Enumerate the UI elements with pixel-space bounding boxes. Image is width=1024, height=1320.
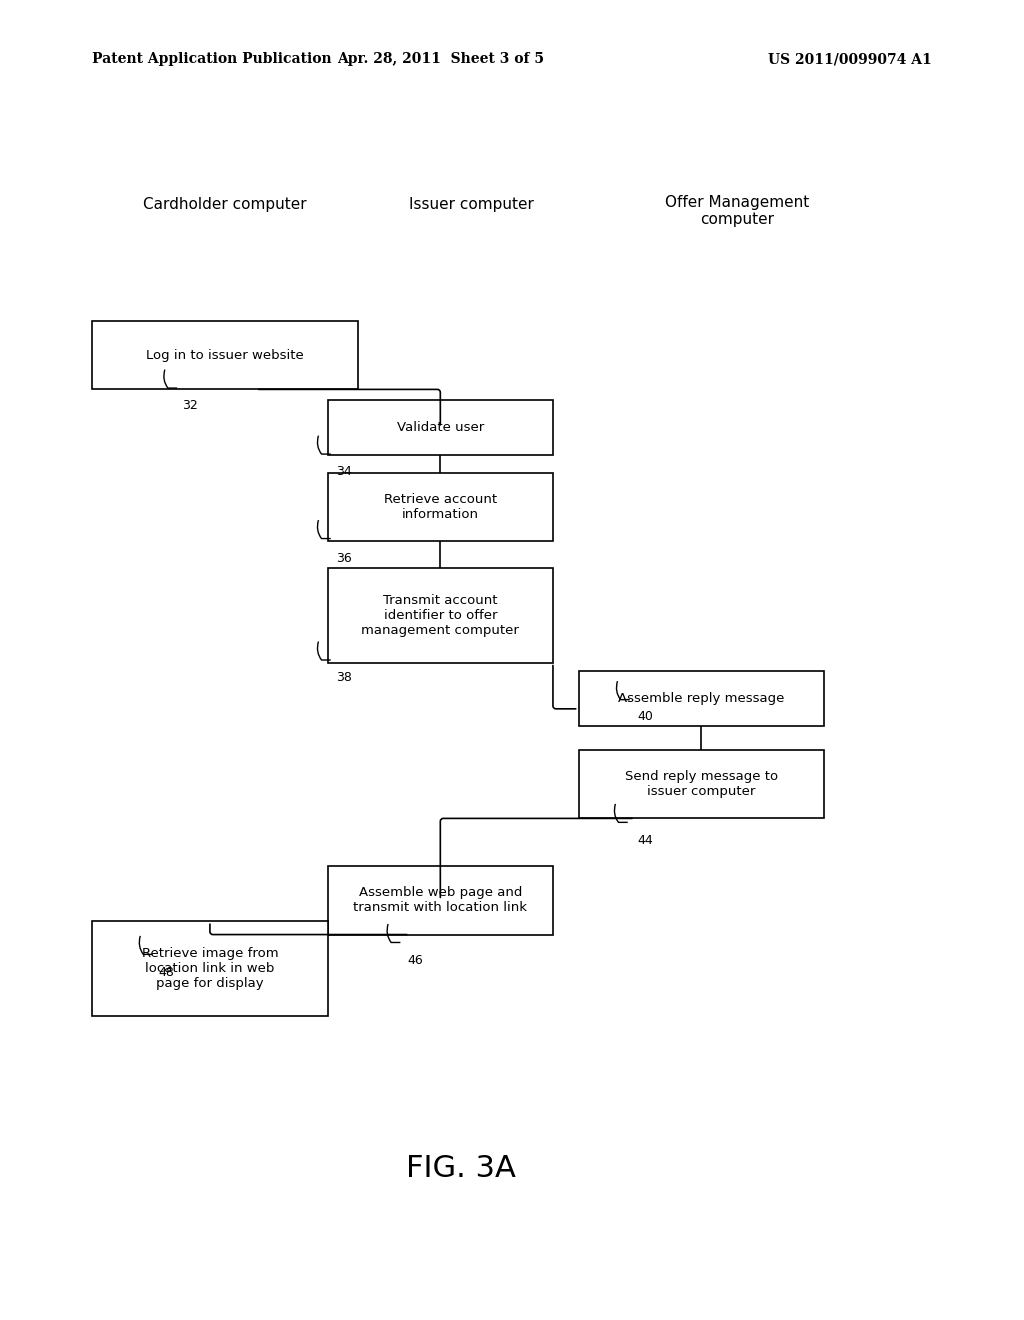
Text: 32: 32 [182,399,198,412]
FancyBboxPatch shape [328,866,553,935]
Text: Patent Application Publication: Patent Application Publication [92,53,332,66]
FancyBboxPatch shape [92,921,328,1016]
Text: Offer Management
computer: Offer Management computer [666,195,809,227]
Text: Apr. 28, 2011  Sheet 3 of 5: Apr. 28, 2011 Sheet 3 of 5 [337,53,544,66]
Text: Send reply message to
issuer computer: Send reply message to issuer computer [625,770,778,799]
Text: Assemble reply message: Assemble reply message [618,692,784,705]
Text: Issuer computer: Issuer computer [409,197,534,213]
Text: Retrieve account
information: Retrieve account information [384,492,497,521]
FancyBboxPatch shape [328,473,553,541]
Text: Transmit account
identifier to offer
management computer: Transmit account identifier to offer man… [361,594,519,636]
Text: 34: 34 [336,465,351,478]
Text: 40: 40 [637,710,653,723]
Text: 48: 48 [159,966,175,979]
Text: Log in to issuer website: Log in to issuer website [146,348,304,362]
Text: 38: 38 [336,671,352,684]
Text: Retrieve image from
location link in web
page for display: Retrieve image from location link in web… [141,948,279,990]
Text: 46: 46 [408,954,423,968]
Text: 44: 44 [637,834,652,847]
Text: Cardholder computer: Cardholder computer [143,197,307,213]
FancyBboxPatch shape [579,750,824,818]
FancyBboxPatch shape [328,400,553,455]
Text: Assemble web page and
transmit with location link: Assemble web page and transmit with loca… [353,886,527,915]
FancyBboxPatch shape [579,671,824,726]
Text: FIG. 3A: FIG. 3A [406,1154,516,1183]
Text: Validate user: Validate user [396,421,484,434]
Text: US 2011/0099074 A1: US 2011/0099074 A1 [768,53,932,66]
FancyBboxPatch shape [328,568,553,663]
FancyBboxPatch shape [92,321,358,389]
Text: 36: 36 [336,552,351,565]
